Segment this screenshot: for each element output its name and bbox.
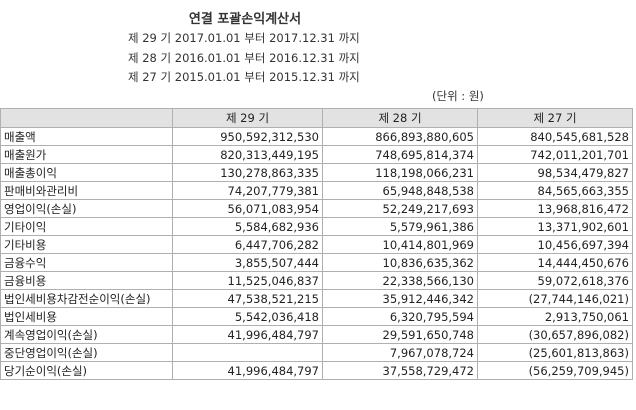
table-header-row: 제 29 기 제 28 기 제 27 기 xyxy=(0,108,633,128)
row-label: 매출총이익 xyxy=(0,163,173,182)
value-period-27: 10,456,697,394 xyxy=(477,235,633,254)
value-period-28: 10,414,801,969 xyxy=(322,235,478,254)
table-row: 중단영업이익(손실) 7,967,078,724 (25,601,813,863) xyxy=(0,343,633,362)
value-period-29: 3,855,507,444 xyxy=(172,253,323,272)
period-line-29: 제 29 기 2017.01.01 부터 2017.12.31 까지 xyxy=(128,31,360,45)
statement-title: 연결 포괄손익계산서 xyxy=(188,12,302,27)
value-period-27: 14,444,450,676 xyxy=(477,253,633,272)
value-period-27: 742,011,201,701 xyxy=(477,145,633,164)
period-line-27: 제 27 기 2015.01.01 부터 2015.12.31 까지 xyxy=(128,70,360,84)
period-line-28: 제 28 기 2016.01.01 부터 2016.12.31 까지 xyxy=(128,51,360,65)
table-row: 법인세비용차감전순이익(손실) 47,538,521,215 35,912,446,… xyxy=(0,289,633,308)
income-statement-table: 제 29 기 제 28 기 제 27 기 매출액 950,592,312,530 8… xyxy=(0,108,633,380)
row-label: 매출원가 xyxy=(0,145,173,164)
row-label: 법인세비용 xyxy=(0,307,173,326)
value-period-28: 52,249,217,693 xyxy=(322,199,478,218)
row-label: 중단영업이익(손실) xyxy=(0,343,173,362)
row-label: 기타이익 xyxy=(0,217,173,236)
table-row: 매출총이익 130,278,863,335 118,198,066,231 98,53… xyxy=(0,163,633,182)
value-period-28: 35,912,446,342 xyxy=(322,289,478,308)
table-row: 금융수익 3,855,507,444 10,836,635,362 14,444,45… xyxy=(0,253,633,272)
value-period-29: 41,996,484,797 xyxy=(172,325,323,344)
value-period-28: 7,967,078,724 xyxy=(322,343,478,362)
value-period-28: 22,338,566,130 xyxy=(322,271,478,290)
table-row: 금융비용 11,525,046,837 22,338,566,130 59,072,6… xyxy=(0,271,633,290)
row-label: 판매비와관리비 xyxy=(0,181,173,200)
value-period-28: 6,320,795,594 xyxy=(322,307,478,326)
value-period-28: 866,893,880,605 xyxy=(322,127,478,146)
value-period-29: 56,071,083,954 xyxy=(172,199,323,218)
value-period-29: 11,525,046,837 xyxy=(172,271,323,290)
table-row: 영업이익(손실) 56,071,083,954 52,249,217,693 13,9… xyxy=(0,199,633,218)
value-period-29: 820,313,449,195 xyxy=(172,145,323,164)
table-row: 당기순이익(손실) 41,996,484,797 37,558,729,472 (56… xyxy=(0,361,633,380)
value-period-29 xyxy=(172,343,323,362)
value-period-27: 2,913,750,061 xyxy=(477,307,633,326)
value-period-29: 5,542,036,418 xyxy=(172,307,323,326)
table-row: 법인세비용 5,542,036,418 6,320,795,594 2,913,750… xyxy=(0,307,633,326)
value-period-27: 84,565,663,355 xyxy=(477,181,633,200)
row-label: 기타비용 xyxy=(0,235,173,254)
table-row: 기타이익 5,584,682,936 5,579,961,386 13,371,902… xyxy=(0,217,633,236)
value-period-27: (27,744,146,021) xyxy=(477,289,633,308)
value-period-27: (56,259,709,945) xyxy=(477,361,633,380)
row-label: 금융수익 xyxy=(0,253,173,272)
value-period-27: (25,601,813,863) xyxy=(477,343,633,362)
unit-label: (단위 : 원) xyxy=(432,89,484,103)
row-label: 법인세비용차감전순이익(손실) xyxy=(0,289,173,308)
value-period-27: 840,545,681,528 xyxy=(477,127,633,146)
value-period-27: 13,371,902,601 xyxy=(477,217,633,236)
value-period-28: 65,948,848,538 xyxy=(322,181,478,200)
row-label: 금융비용 xyxy=(0,271,173,290)
header-period-28: 제 28 기 xyxy=(322,108,478,128)
value-period-28: 29,591,650,748 xyxy=(322,325,478,344)
value-period-29: 5,584,682,936 xyxy=(172,217,323,236)
value-period-29: 47,538,521,215 xyxy=(172,289,323,308)
table-row: 기타비용 6,447,706,282 10,414,801,969 10,456,69… xyxy=(0,235,633,254)
table-row: 매출액 950,592,312,530 866,893,880,605 840,545… xyxy=(0,127,633,146)
header-period-27: 제 27 기 xyxy=(477,108,633,128)
value-period-29: 41,996,484,797 xyxy=(172,361,323,380)
value-period-27: 13,968,816,472 xyxy=(477,199,633,218)
header-label-col xyxy=(0,108,173,128)
value-period-29: 950,592,312,530 xyxy=(172,127,323,146)
value-period-28: 118,198,066,231 xyxy=(322,163,478,182)
value-period-28: 5,579,961,386 xyxy=(322,217,478,236)
value-period-27: 59,072,618,376 xyxy=(477,271,633,290)
row-label: 영업이익(손실) xyxy=(0,199,173,218)
table-row: 계속영업이익(손실) 41,996,484,797 29,591,650,748 (3… xyxy=(0,325,633,344)
table-row: 매출원가 820,313,449,195 748,695,814,374 742,01… xyxy=(0,145,633,164)
table-row: 판매비와관리비 74,207,779,381 65,948,848,538 84,56… xyxy=(0,181,633,200)
value-period-29: 6,447,706,282 xyxy=(172,235,323,254)
value-period-27: (30,657,896,082) xyxy=(477,325,633,344)
value-period-29: 130,278,863,335 xyxy=(172,163,323,182)
value-period-28: 748,695,814,374 xyxy=(322,145,478,164)
row-label: 매출액 xyxy=(0,127,173,146)
header-period-29: 제 29 기 xyxy=(172,108,323,128)
value-period-29: 74,207,779,381 xyxy=(172,181,323,200)
value-period-28: 10,836,635,362 xyxy=(322,253,478,272)
value-period-28: 37,558,729,472 xyxy=(322,361,478,380)
row-label: 계속영업이익(손실) xyxy=(0,325,173,344)
row-label: 당기순이익(손실) xyxy=(0,361,173,380)
value-period-27: 98,534,479,827 xyxy=(477,163,633,182)
